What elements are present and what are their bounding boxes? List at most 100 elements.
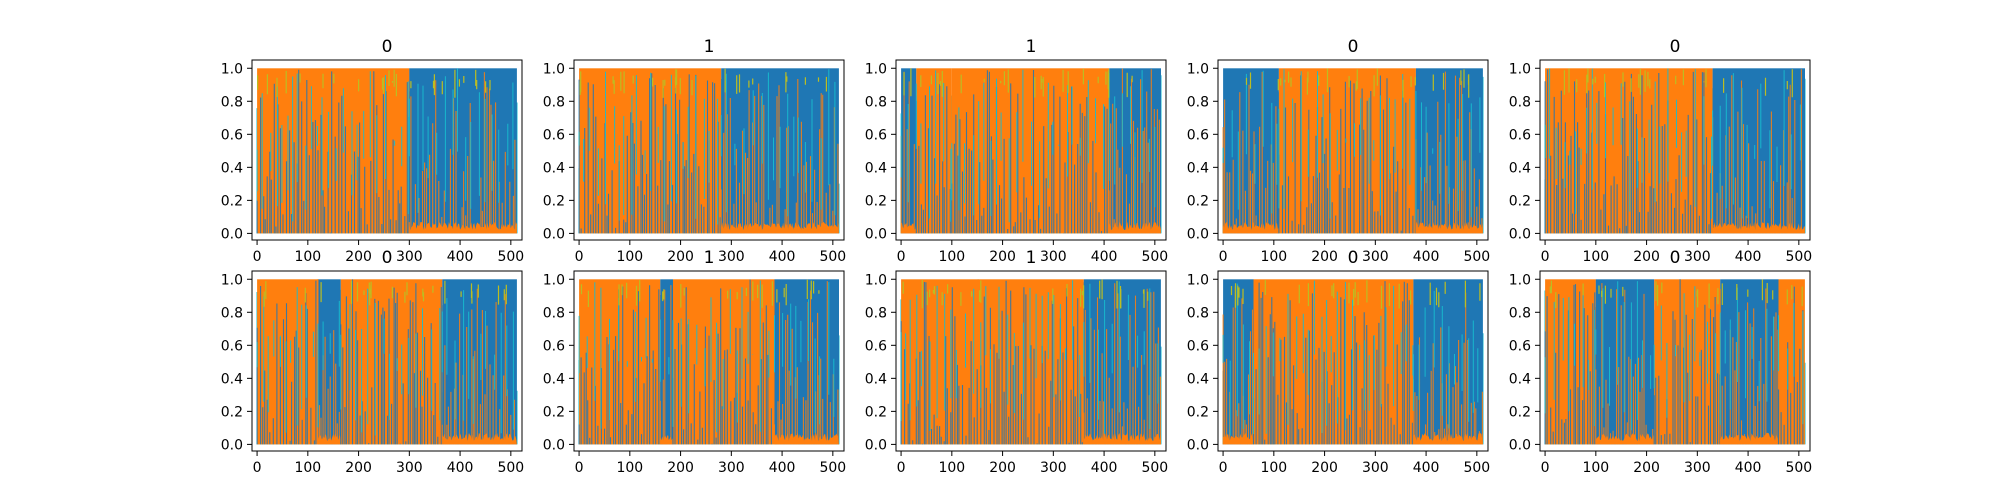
x-tick-label: 500 (1785, 460, 1812, 476)
y-tick-label: 0.8 (1509, 305, 1531, 321)
series-spikes-0 (578, 73, 721, 234)
y-tick-label: 0.0 (543, 437, 565, 453)
y-tick-label: 0.0 (1509, 226, 1531, 242)
y-tick-label: 0.4 (1509, 160, 1531, 176)
y-tick-label: 0.8 (221, 305, 243, 321)
y-tick-label: 1.0 (1187, 272, 1209, 288)
x-tick-label: 0 (253, 249, 262, 265)
x-tick-label: 400 (447, 460, 474, 476)
y-tick-label: 0.6 (865, 338, 887, 354)
y-tick-label: 0.4 (543, 371, 565, 387)
x-tick-label: 300 (396, 249, 423, 265)
x-tick-label: 0 (575, 460, 584, 476)
series-cyan-0 (1222, 283, 1250, 436)
plot-area (1222, 68, 1484, 234)
series-minor-olive (902, 279, 1149, 309)
subplot-8: 0 100 200 300 400 500 0.0 0.2 0.4 0.6 0.8 1.0 0 (1187, 248, 1490, 476)
x-tick-label: 400 (769, 249, 796, 265)
series-cyan-2 (1412, 290, 1479, 429)
series-block-4 (1778, 279, 1805, 445)
y-tick-label: 0.0 (1187, 226, 1209, 242)
axes-frame (1539, 59, 1811, 241)
y-tick-label: 0.2 (865, 193, 887, 209)
x-tick-label: 500 (1141, 460, 1168, 476)
y-tick-label: 0.4 (865, 371, 887, 387)
y-tick-label: 0.6 (543, 338, 565, 354)
series-block-2 (673, 279, 775, 445)
y-tick-label: 0.0 (865, 437, 887, 453)
series-minor-olive (1245, 68, 1470, 98)
y-tick-label: 0.6 (1187, 127, 1209, 143)
series-block-1 (1253, 279, 1414, 445)
series-cyan-0 (900, 104, 909, 203)
series-minor-olive (1563, 68, 1793, 98)
series-cyan-1 (720, 69, 836, 217)
y-tick-label: 1.0 (865, 61, 887, 77)
series-cyan-0 (900, 280, 1081, 431)
x-tick-label: 0 (1541, 249, 1550, 265)
plot-area (1544, 279, 1806, 445)
series-baseline-3 (1109, 221, 1161, 234)
series-block-3 (774, 279, 839, 445)
plot-area (1222, 279, 1484, 445)
axes-frame (573, 270, 845, 452)
y-tick-label: 0.2 (543, 193, 565, 209)
subplot-title: 0 (1348, 37, 1359, 57)
series-spikes-0 (578, 285, 660, 445)
y-tick-label: 0.4 (865, 160, 887, 176)
y-tick-label: 1.0 (865, 272, 887, 288)
series-spikes-0 (900, 71, 915, 234)
series-block-2 (1413, 279, 1483, 445)
series-cyan-0 (578, 71, 719, 225)
y-tick-label: 0.0 (221, 437, 243, 453)
subplot-0: 0 100 200 300 400 500 0.0 0.2 0.4 0.6 0.8 1.0 0 (221, 37, 524, 265)
y-tick-label: 1.0 (1509, 61, 1531, 77)
series-cyan-2 (1653, 286, 1717, 418)
y-tick-label: 0.6 (543, 127, 565, 143)
x-tick-label: 0 (1219, 460, 1228, 476)
x-tick-label: 200 (1633, 249, 1660, 265)
y-tick-label: 0.4 (221, 371, 243, 387)
y-tick-label: 0.6 (1509, 127, 1531, 143)
series-cyan-3 (1719, 287, 1774, 425)
x-tick-label: 100 (1260, 460, 1287, 476)
plot-area (900, 279, 1162, 445)
x-tick-label: 0 (575, 249, 584, 265)
x-tick-label: 100 (294, 460, 321, 476)
plot-area (578, 68, 840, 234)
x-tick-label: 200 (989, 249, 1016, 265)
y-tick-label: 0.2 (1509, 193, 1531, 209)
series-cyan-0 (578, 282, 653, 429)
series-spikes-2 (951, 70, 1108, 234)
axes-frame (895, 270, 1167, 452)
series-cyan-1 (659, 319, 670, 382)
y-tick-label: 0.8 (221, 94, 243, 110)
series-cyan-0 (256, 287, 314, 433)
y-tick-label: 0.2 (221, 404, 243, 420)
x-tick-label: 300 (718, 249, 745, 265)
x-tick-label: 400 (447, 249, 474, 265)
y-tick-label: 0.6 (1509, 338, 1531, 354)
y-tick-label: 0.4 (1187, 160, 1209, 176)
y-tick-label: 1.0 (543, 272, 565, 288)
y-tick-label: 0.8 (1187, 305, 1209, 321)
x-tick-label: 500 (497, 460, 524, 476)
series-block-0 (257, 279, 318, 445)
series-block-1 (1083, 279, 1161, 445)
x-tick-label: 300 (396, 460, 423, 476)
series-minor-olive (257, 69, 491, 98)
axes-frame (251, 59, 523, 241)
x-tick-label: 200 (667, 249, 694, 265)
series-spikes-3 (773, 281, 839, 445)
series-baseline-1 (1712, 222, 1805, 234)
subplot-2: 0 100 200 300 400 500 0.0 0.2 0.4 0.6 0.8 1.0 1 (865, 37, 1168, 265)
series-baseline-0 (1223, 432, 1254, 445)
y-tick-label: 0.0 (1509, 437, 1531, 453)
x-tick-label: 100 (938, 249, 965, 265)
series-baseline-0 (1223, 222, 1279, 234)
x-tick-label: 100 (616, 460, 643, 476)
series-cyan-4 (1778, 302, 1804, 425)
x-tick-label: 0 (897, 460, 906, 476)
x-tick-label: 200 (1633, 460, 1660, 476)
y-tick-label: 1.0 (1187, 61, 1209, 77)
